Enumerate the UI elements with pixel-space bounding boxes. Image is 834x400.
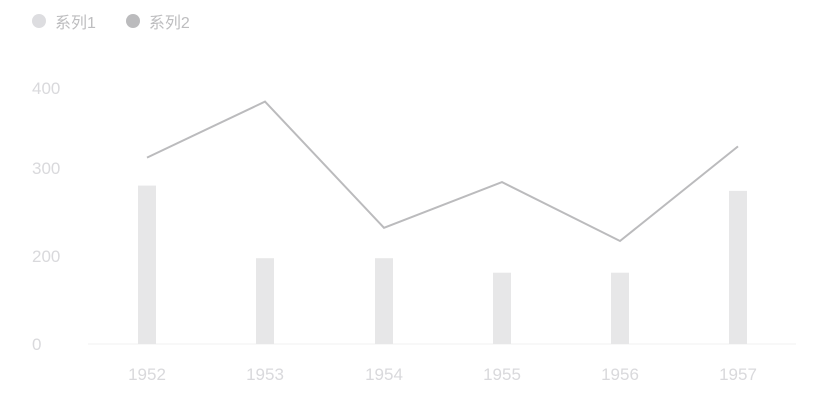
bar[interactable]: [256, 258, 274, 344]
x-tick-label: 1957: [719, 365, 757, 384]
series-line[interactable]: [146, 100, 739, 243]
y-tick-label: 200: [32, 247, 60, 266]
x-tick-label: 1952: [128, 365, 166, 384]
legend: 系列1 系列2: [32, 9, 190, 33]
legend-label-series-1: 系列1: [55, 15, 96, 32]
legend-swatch-series-1: [32, 14, 46, 28]
y-tick-label: 300: [32, 159, 60, 178]
y-tick-label: 0: [32, 335, 41, 354]
legend-item-series-2[interactable]: 系列2: [125, 9, 190, 33]
bar[interactable]: [138, 185, 156, 344]
x-tick-label: 1955: [483, 365, 521, 384]
bar[interactable]: [611, 272, 629, 344]
bar[interactable]: [375, 258, 393, 344]
legend-label-series-2: 系列2: [148, 15, 190, 32]
legend-item-series-1[interactable]: 系列1: [32, 9, 96, 33]
bar[interactable]: [729, 190, 747, 344]
x-tick-label: 1954: [365, 365, 403, 384]
legend-swatch-series-2: [125, 14, 140, 28]
y-tick-label: 400: [32, 79, 60, 98]
bar[interactable]: [493, 272, 511, 344]
x-tick-label: 1956: [601, 365, 639, 384]
x-tick-label: 1953: [246, 365, 284, 384]
